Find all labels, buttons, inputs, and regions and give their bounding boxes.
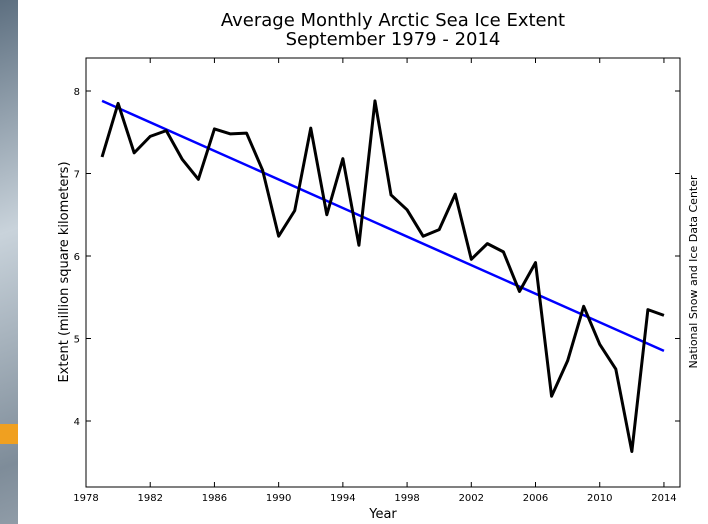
- x-tick-label: 2010: [587, 493, 612, 504]
- x-tick-label: 1982: [137, 493, 162, 504]
- x-tick-label: 2002: [459, 493, 484, 504]
- x-tick-label: 1986: [202, 493, 227, 504]
- y-tick-label: 6: [74, 252, 80, 263]
- x-tick-label: 1990: [266, 493, 291, 504]
- y-axis-label: Extent (million square kilometers): [57, 161, 72, 382]
- y-tick-label: 5: [74, 335, 80, 346]
- trend-line: [101, 99, 665, 353]
- x-tick-label: 1978: [73, 493, 98, 504]
- source-note: National Snow and Ice Data Center: [687, 175, 700, 369]
- y-tick-label: 8: [74, 87, 80, 98]
- panel: [18, 0, 708, 524]
- chart-subtitle: September 1979 - 2014: [286, 29, 501, 50]
- x-tick-label: 1998: [394, 493, 419, 504]
- chart-title: Average Monthly Arctic Sea Ice Extent: [221, 10, 565, 31]
- x-tick-label: 2006: [523, 493, 548, 504]
- x-tick-label: 1994: [330, 493, 355, 504]
- data-line: [100, 99, 665, 454]
- background-accent: [0, 424, 18, 444]
- y-tick-label: 7: [74, 170, 80, 181]
- y-tick-label: 4: [74, 417, 80, 428]
- plot-area: [85, 57, 681, 488]
- x-tick-label: 2014: [651, 493, 676, 504]
- x-axis-label: Year: [368, 507, 397, 522]
